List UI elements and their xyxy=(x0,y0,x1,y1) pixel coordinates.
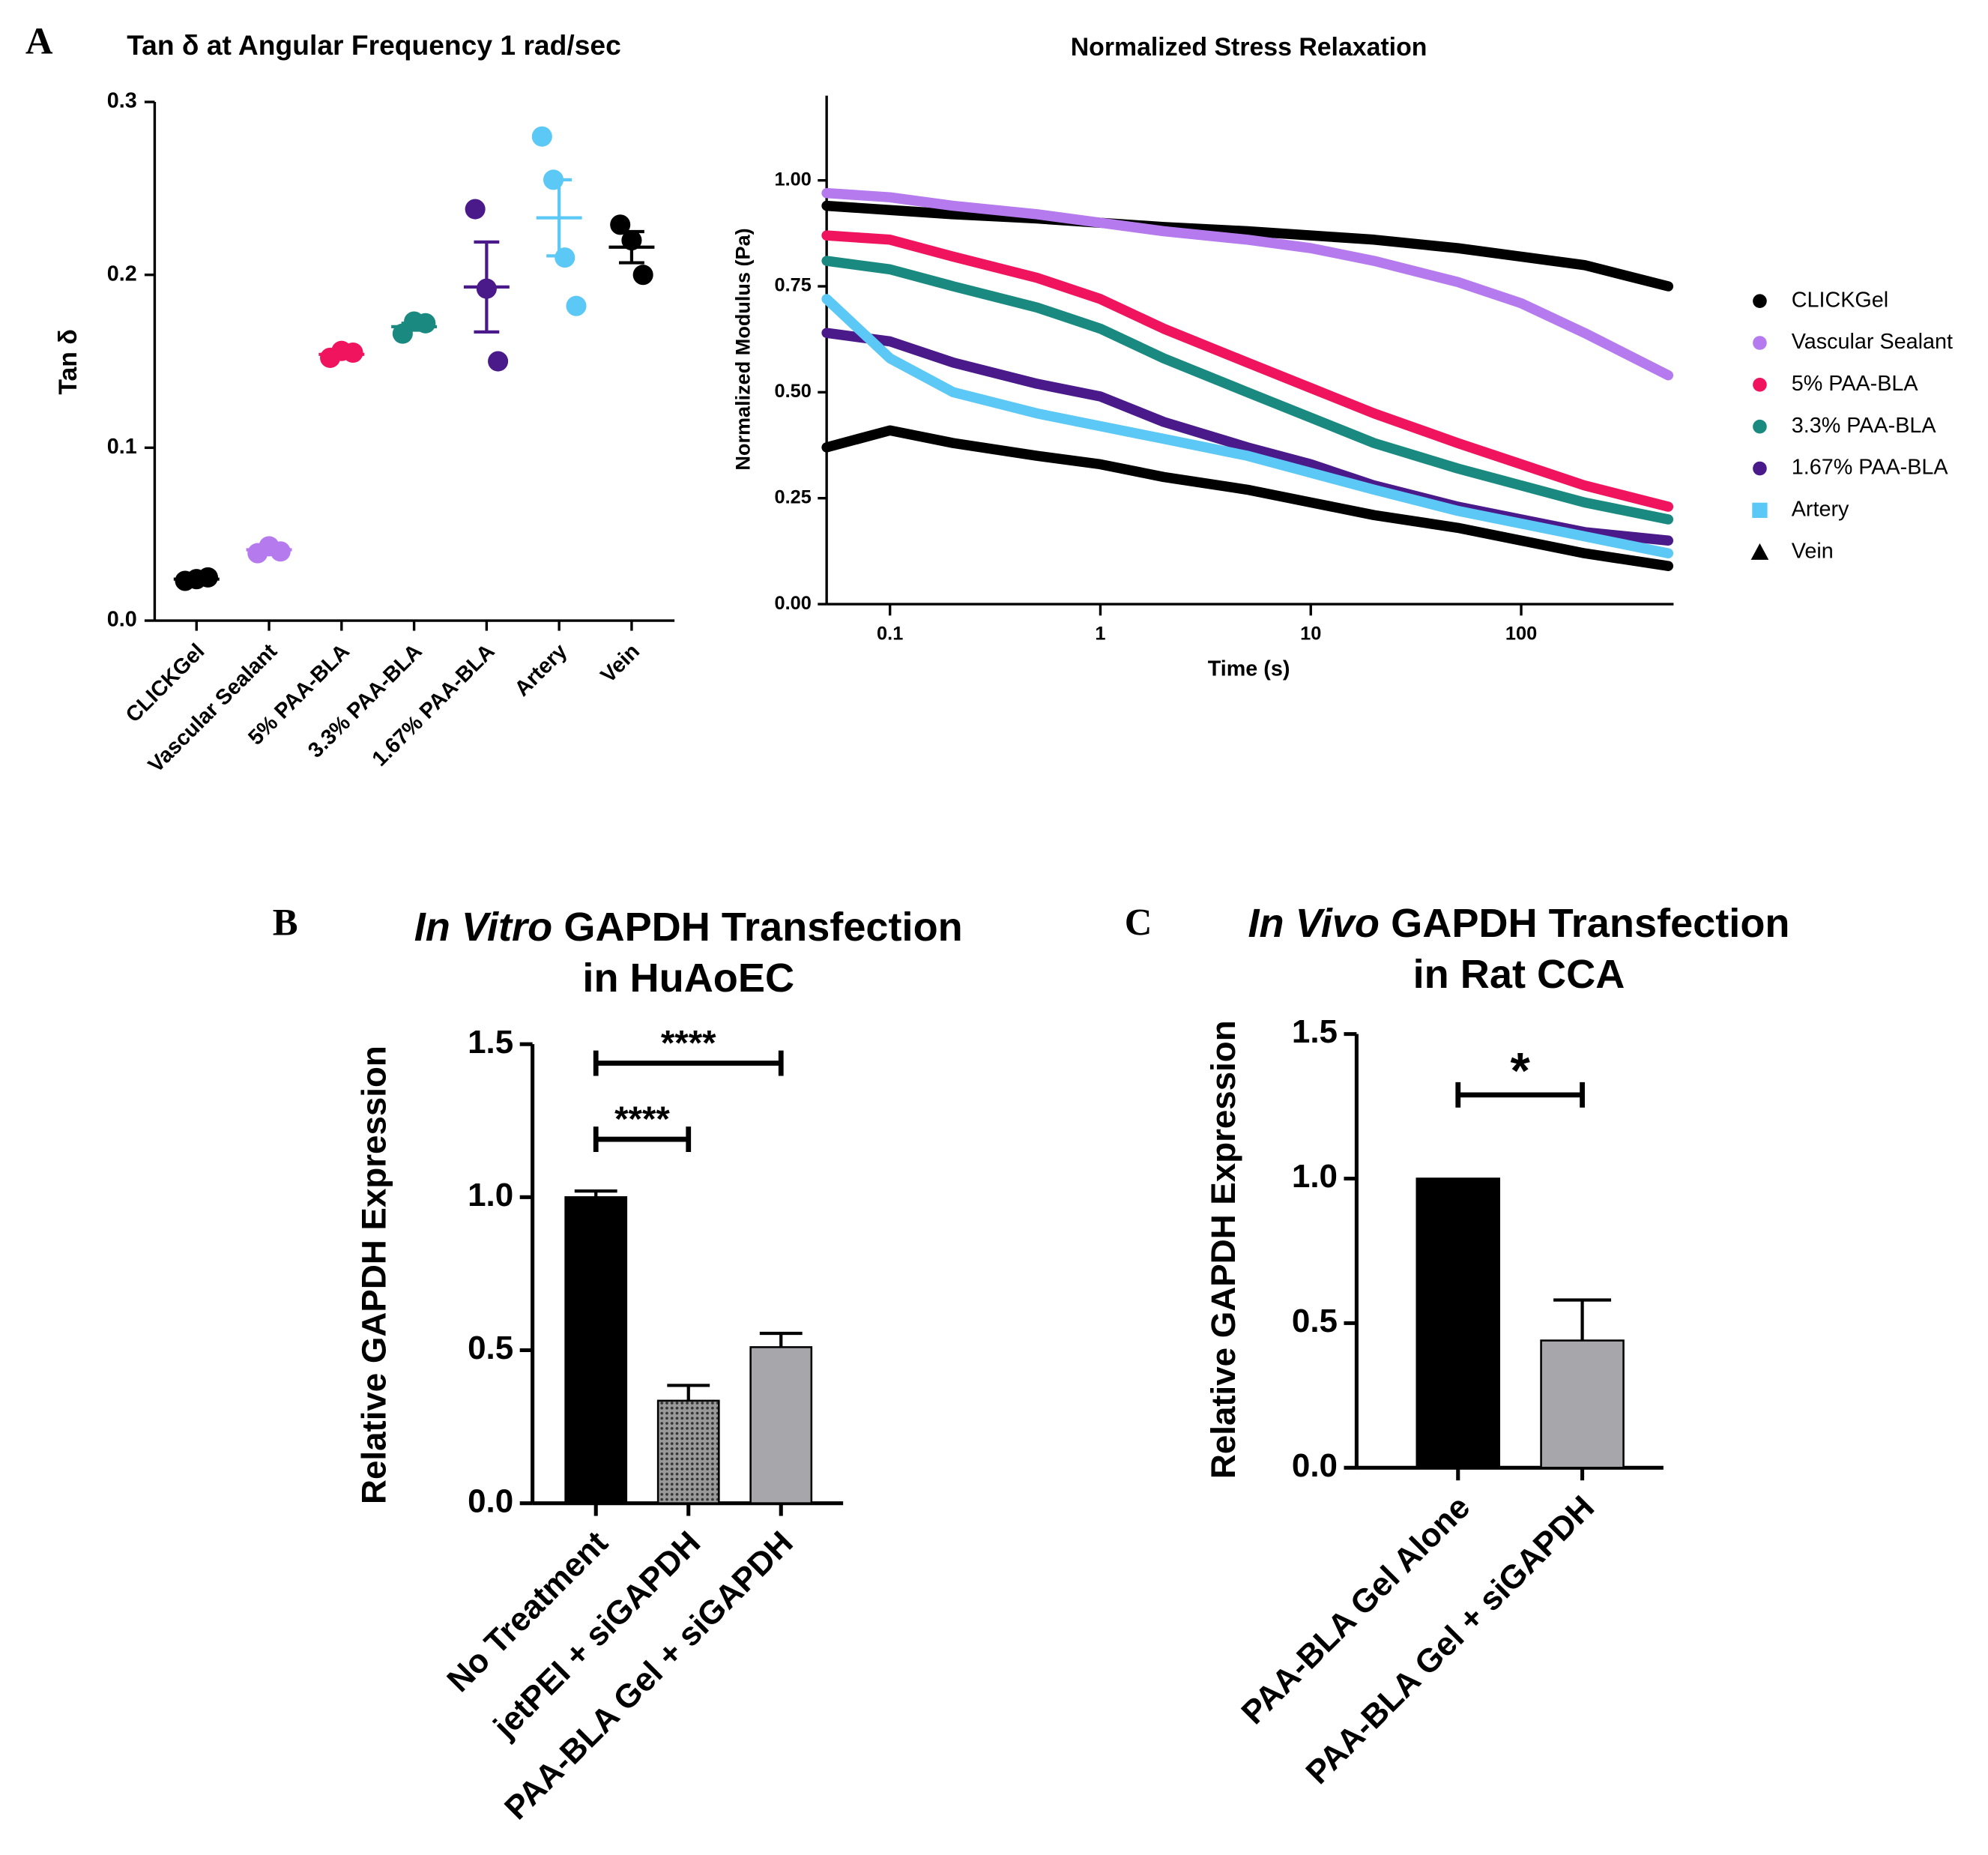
title-rest: GAPDH Transfection xyxy=(1391,901,1789,946)
panel-label: A xyxy=(25,20,53,62)
chart-title: In Vitro GAPDH Transfection xyxy=(414,905,963,950)
bar xyxy=(749,1346,813,1504)
data-point xyxy=(197,567,219,588)
bar xyxy=(656,1399,720,1504)
y-tick-label: 1.0 xyxy=(468,1177,513,1213)
data-point xyxy=(531,126,552,147)
chart-title: In Vivo GAPDH Transfection xyxy=(1248,901,1789,946)
data-point xyxy=(465,199,486,220)
title-italic: In Vivo xyxy=(1248,901,1379,946)
panel-label: C xyxy=(1125,901,1152,943)
y-tick-label: 0.50 xyxy=(774,381,811,402)
sig-label: **** xyxy=(661,1023,716,1063)
legend-label: Artery xyxy=(1792,497,1849,521)
y-tick-label: 0.0 xyxy=(107,608,137,632)
legend-marker xyxy=(1752,502,1768,518)
x-axis-label: Time (s) xyxy=(1208,657,1290,681)
series-line xyxy=(821,187,1674,381)
series-line xyxy=(821,425,1674,571)
data-point xyxy=(632,265,653,286)
y-tick-label: 1.0 xyxy=(1292,1158,1338,1195)
x-tick-label: 1 xyxy=(1095,623,1105,644)
data-point xyxy=(270,541,291,562)
chart-title: in Rat CCA xyxy=(1413,952,1625,997)
chart-title: in HuAoEC xyxy=(582,956,794,1001)
chart-title: Tan δ at Angular Frequency 1 rad/sec xyxy=(127,29,621,61)
sig-label: * xyxy=(1510,1043,1530,1100)
data-point xyxy=(488,351,509,372)
y-tick-label: 1.5 xyxy=(1292,1013,1338,1050)
title-italic: In Vitro xyxy=(414,905,552,950)
legend-marker xyxy=(1753,294,1767,308)
data-point xyxy=(543,169,564,190)
legend-marker xyxy=(1753,419,1767,434)
data-point xyxy=(566,295,587,316)
data-point xyxy=(621,230,642,251)
y-tick-label: 0.00 xyxy=(774,593,811,614)
data-point xyxy=(610,214,631,235)
y-tick-label: 0.0 xyxy=(1292,1447,1338,1484)
y-tick-label: 0.2 xyxy=(107,262,137,286)
bar xyxy=(1540,1339,1625,1469)
y-axis-label: Normalized Modulus (Pa) xyxy=(731,228,754,470)
y-tick-label: 0.75 xyxy=(774,275,811,296)
bar xyxy=(564,1196,628,1504)
x-tick-label: 0.1 xyxy=(877,623,903,644)
chart-title: Normalized Stress Relaxation xyxy=(1071,33,1427,61)
series-line xyxy=(821,256,1674,525)
data-point xyxy=(415,313,436,334)
data-point xyxy=(555,247,575,268)
legend-label: 3.3% PAA-BLA xyxy=(1792,414,1937,438)
y-axis-label: Relative GAPDH Expression xyxy=(355,1046,393,1504)
data-point xyxy=(476,278,497,299)
legend-label: CLICKGel xyxy=(1792,288,1888,312)
title-rest: GAPDH Transfection xyxy=(564,905,962,950)
legend-marker xyxy=(1753,461,1767,476)
y-tick-label: 0.5 xyxy=(1292,1303,1338,1339)
sig-label: **** xyxy=(614,1100,670,1139)
series-line xyxy=(821,230,1674,512)
x-tick-label: 100 xyxy=(1505,623,1537,644)
legend-label: Vein xyxy=(1792,539,1834,563)
y-axis-label: Relative GAPDH Expression xyxy=(1204,1020,1242,1479)
x-tick-label: Vascular Sealant xyxy=(144,639,283,778)
legend-marker xyxy=(1753,378,1767,392)
legend-label: 1.67% PAA-BLA xyxy=(1792,456,1949,480)
y-tick-label: 0.5 xyxy=(468,1330,513,1366)
x-tick-label: 1.67% PAA-BLA xyxy=(368,639,500,771)
x-tick-label: 10 xyxy=(1300,623,1321,644)
y-tick-label: 1.00 xyxy=(774,169,811,190)
y-tick-label: 0.1 xyxy=(107,435,137,459)
y-tick-label: 0.3 xyxy=(107,89,137,113)
legend-label: 5% PAA-BLA xyxy=(1792,372,1919,396)
y-tick-label: 0.25 xyxy=(774,486,811,507)
series-line xyxy=(821,200,1674,292)
panel-label: B xyxy=(273,901,298,943)
x-tick-label: Artery xyxy=(510,639,572,702)
y-axis-label: Tan δ xyxy=(54,329,82,395)
legend-marker xyxy=(1750,543,1769,560)
series-line xyxy=(821,294,1674,558)
x-tick-label: Vein xyxy=(596,639,644,687)
x-tick-label: PAA-BLA Gel Alone xyxy=(1234,1488,1477,1731)
y-tick-label: 1.5 xyxy=(468,1024,513,1061)
y-tick-label: 0.0 xyxy=(468,1483,513,1519)
bar xyxy=(1416,1177,1501,1469)
data-point xyxy=(342,342,363,364)
legend-marker xyxy=(1753,336,1767,350)
legend-label: Vascular Sealant xyxy=(1792,330,1953,354)
x-tick-label: No Treatment xyxy=(440,1524,615,1699)
